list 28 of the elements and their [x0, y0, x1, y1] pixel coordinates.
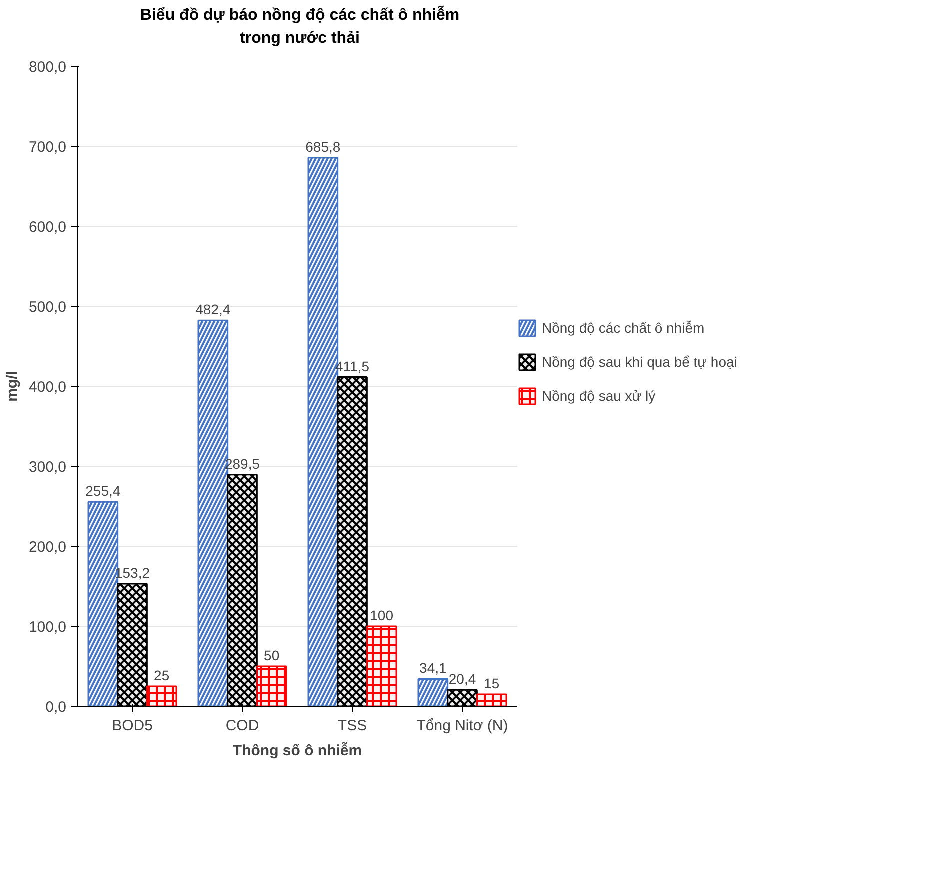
y-tick-label: 500,0 [28, 298, 67, 316]
legend-label: Nồng độ các chất ô nhiễm [542, 320, 705, 336]
legend-label: Nồng độ sau xử lý [542, 388, 656, 404]
y-tick-label: 300,0 [28, 458, 67, 476]
data-label: 685,8 [306, 138, 341, 155]
data-label: 482,4 [196, 301, 231, 318]
data-label: 25 [154, 667, 170, 684]
x-tick-label: COD [226, 717, 260, 734]
chart-title: Biểu đồ dự báo nồng độ các chất ô nhiễm trong nước thải [140, 5, 460, 49]
y-tick-label: 100,0 [28, 618, 67, 636]
y-tick-label: 200,0 [28, 538, 67, 556]
y-tick-label: 0,0 [46, 698, 67, 716]
y-axis-title: mg/l [4, 370, 21, 402]
data-label: 15 [484, 675, 500, 692]
legend-label: Nồng độ sau khi qua bể tự hoại [542, 354, 738, 370]
y-tick-label: 700,0 [28, 138, 67, 156]
y-tick-label: 800,0 [28, 58, 67, 76]
x-tick-label: TSS [338, 717, 368, 734]
data-label: 20,4 [448, 670, 476, 687]
data-label: 34,1 [420, 660, 448, 676]
x-tick-label: Tổng Nitơ (N) [416, 717, 508, 734]
x-axis-title: Thông số ô nhiễm [232, 741, 362, 760]
y-tick-label: 400,0 [28, 378, 67, 396]
y-tick-label: 600,0 [28, 218, 67, 236]
x-tick-label: BOD5 [112, 717, 153, 734]
data-label: 100 [370, 607, 394, 624]
data-label: 255,4 [86, 482, 121, 499]
data-label: 50 [264, 647, 280, 664]
